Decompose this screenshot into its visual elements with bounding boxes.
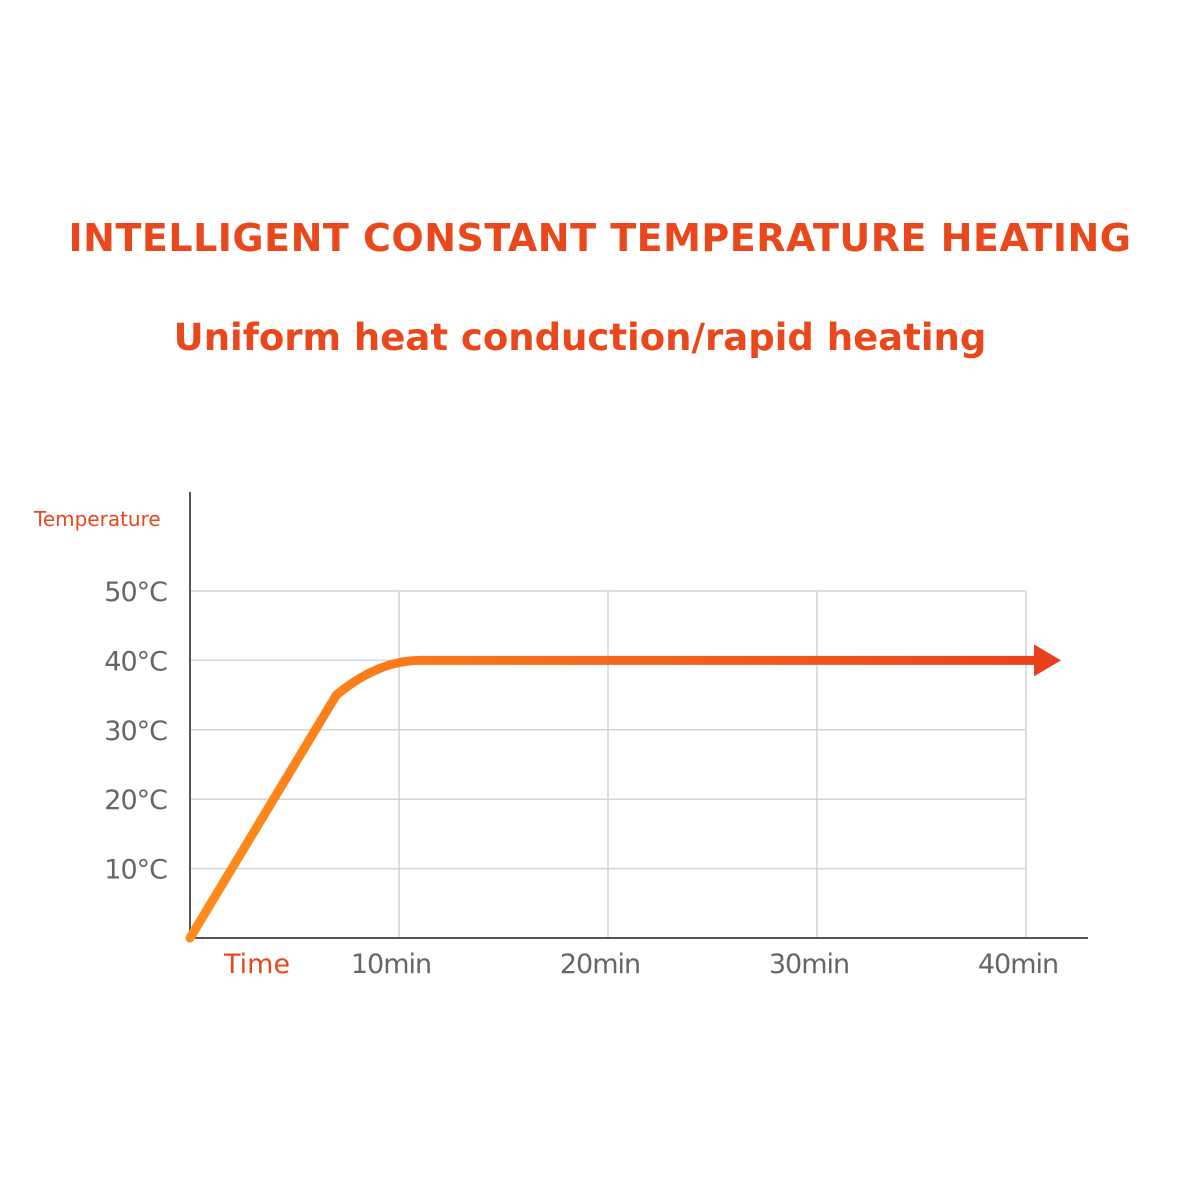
series-line xyxy=(185,655,1039,943)
headline: INTELLIGENT CONSTANT TEMPERATURE HEATING xyxy=(68,216,1132,260)
y-tick-label: 40°C xyxy=(104,646,167,677)
axes xyxy=(189,492,1088,939)
series xyxy=(185,644,1061,943)
y-tick-label: 30°C xyxy=(104,716,167,747)
y-tick-label: 20°C xyxy=(104,785,167,816)
x-tick-label: 40min xyxy=(978,949,1058,980)
x-tick-label: 30min xyxy=(769,949,849,980)
y-tick-label: 50°C xyxy=(104,577,167,608)
y-axis-label: Temperature xyxy=(33,507,161,531)
x-tick-label: 20min xyxy=(560,949,640,980)
subheadline: Uniform heat conduction/rapid heating xyxy=(173,316,987,359)
y-tick-label: 10°C xyxy=(104,855,167,886)
x-axis-label: Time xyxy=(223,949,290,980)
x-tick-label: 10min xyxy=(351,949,431,980)
series-arrowhead xyxy=(1034,644,1061,677)
grid-lines xyxy=(190,590,1027,938)
tick-labels: 10°C 20°C 30°C 40°C 50°C 10min 20min 30min 40min xyxy=(104,577,1059,980)
